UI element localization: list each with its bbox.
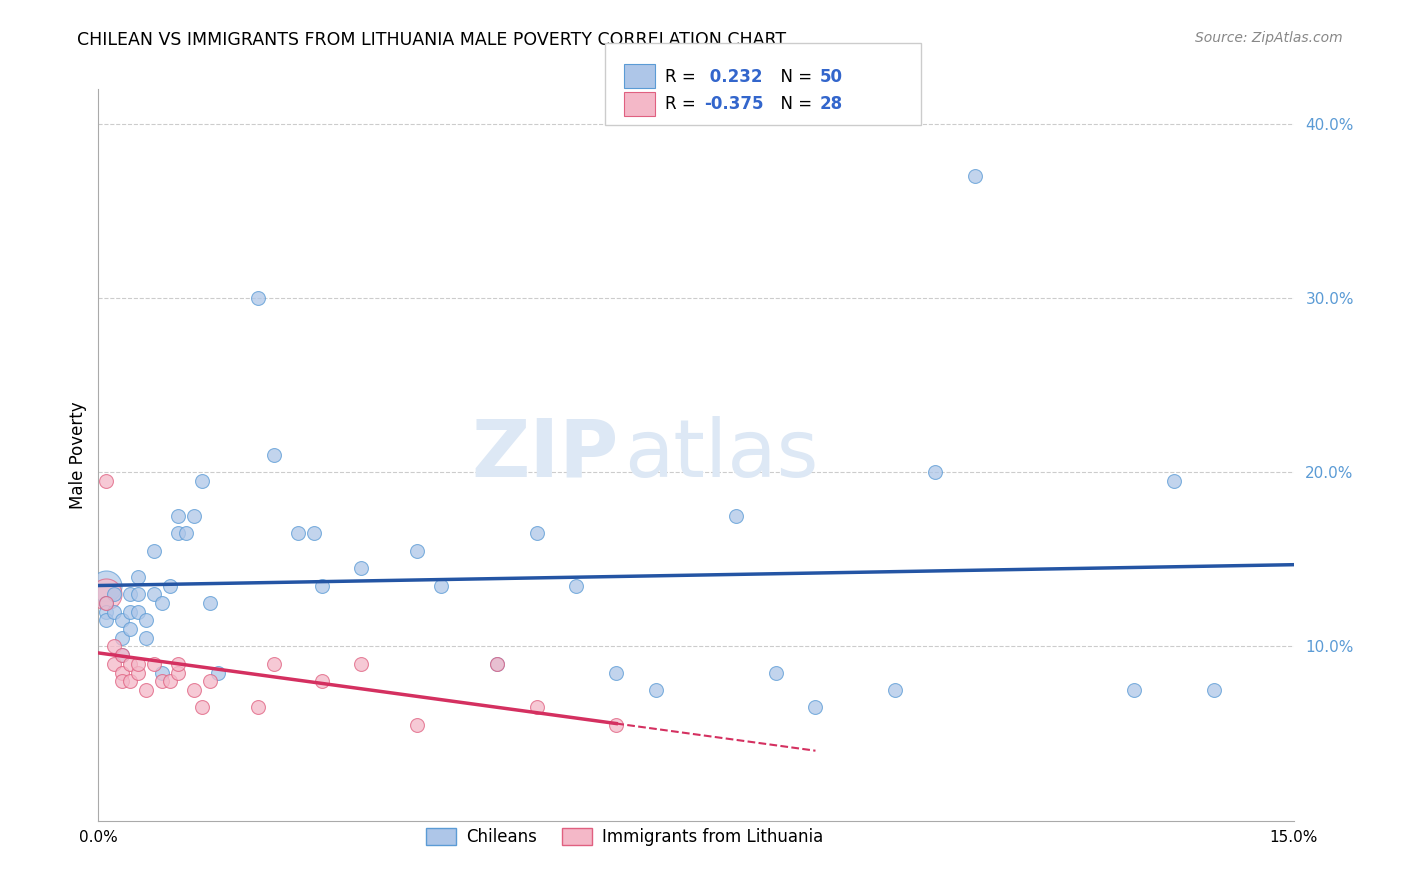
Point (884, 683, 907, 698)
Point (127, 570, 149, 584)
Point (198, 596, 221, 610)
Point (183, 508, 205, 523)
Text: R =: R = (665, 68, 702, 86)
Point (724, 508, 747, 523)
Point (135, 631, 157, 645)
Point (103, 587, 125, 601)
Point (167, 508, 190, 523)
Point (111, 674, 134, 689)
Point (96, 587, 118, 601)
Point (111, 648, 134, 663)
Point (103, 640, 125, 654)
Text: N =: N = (770, 68, 818, 86)
Point (127, 657, 149, 671)
Point (120, 674, 142, 689)
Point (485, 657, 508, 671)
Point (111, 648, 134, 663)
Point (350, 561, 373, 575)
Point (246, 700, 269, 714)
Point (96, 596, 118, 610)
Point (96, 605, 118, 619)
Point (120, 622, 142, 636)
Point (96, 578, 118, 592)
Point (127, 665, 149, 680)
Point (174, 526, 197, 541)
Text: Source: ZipAtlas.com: Source: ZipAtlas.com (1195, 31, 1343, 45)
Point (191, 474, 214, 488)
Point (406, 543, 429, 558)
Point (111, 665, 134, 680)
Point (605, 718, 627, 732)
Point (150, 596, 173, 610)
Point (111, 613, 134, 627)
Text: R =: R = (665, 95, 702, 113)
Point (311, 674, 333, 689)
Point (120, 657, 142, 671)
Point (103, 657, 125, 671)
Point (263, 448, 285, 462)
Point (287, 526, 309, 541)
Point (120, 587, 142, 601)
Point (198, 674, 221, 689)
Point (135, 613, 157, 627)
Point (1123, 683, 1146, 698)
Point (406, 718, 429, 732)
Point (167, 657, 190, 671)
Text: ZIP: ZIP (471, 416, 619, 494)
Point (302, 526, 325, 541)
Text: 50: 50 (820, 68, 842, 86)
Point (350, 657, 373, 671)
Point (924, 466, 946, 480)
Text: CHILEAN VS IMMIGRANTS FROM LITHUANIA MALE POVERTY CORRELATION CHART: CHILEAN VS IMMIGRANTS FROM LITHUANIA MAL… (77, 31, 786, 49)
Point (565, 578, 588, 592)
Text: 0.232: 0.232 (704, 68, 763, 86)
Point (120, 605, 142, 619)
Point (96, 474, 118, 488)
Point (765, 665, 787, 680)
Point (103, 605, 125, 619)
Point (96, 613, 118, 627)
Text: -0.375: -0.375 (704, 95, 763, 113)
Text: N =: N = (770, 95, 818, 113)
Point (311, 578, 333, 592)
Point (111, 631, 134, 645)
Point (143, 587, 166, 601)
Point (127, 587, 149, 601)
Point (183, 683, 205, 698)
Point (430, 578, 453, 592)
Point (246, 291, 269, 305)
Point (804, 700, 827, 714)
Point (963, 169, 986, 184)
Point (605, 665, 627, 680)
Point (96, 596, 118, 610)
Text: atlas: atlas (624, 416, 818, 494)
Point (135, 683, 157, 698)
Point (526, 526, 548, 541)
Point (150, 665, 173, 680)
Point (143, 657, 166, 671)
Point (1163, 474, 1185, 488)
Point (191, 700, 214, 714)
Legend: Chileans, Immigrants from Lithuania: Chileans, Immigrants from Lithuania (419, 821, 830, 853)
Point (485, 657, 508, 671)
Point (159, 674, 181, 689)
Point (645, 683, 668, 698)
Point (167, 665, 190, 680)
Point (127, 605, 149, 619)
Point (167, 526, 190, 541)
Point (159, 578, 181, 592)
Point (263, 657, 285, 671)
Y-axis label: Male Poverty: Male Poverty (69, 401, 87, 508)
Text: 28: 28 (820, 95, 842, 113)
Point (526, 700, 548, 714)
Point (143, 543, 166, 558)
Point (207, 665, 229, 680)
Point (150, 674, 173, 689)
Point (1202, 683, 1225, 698)
